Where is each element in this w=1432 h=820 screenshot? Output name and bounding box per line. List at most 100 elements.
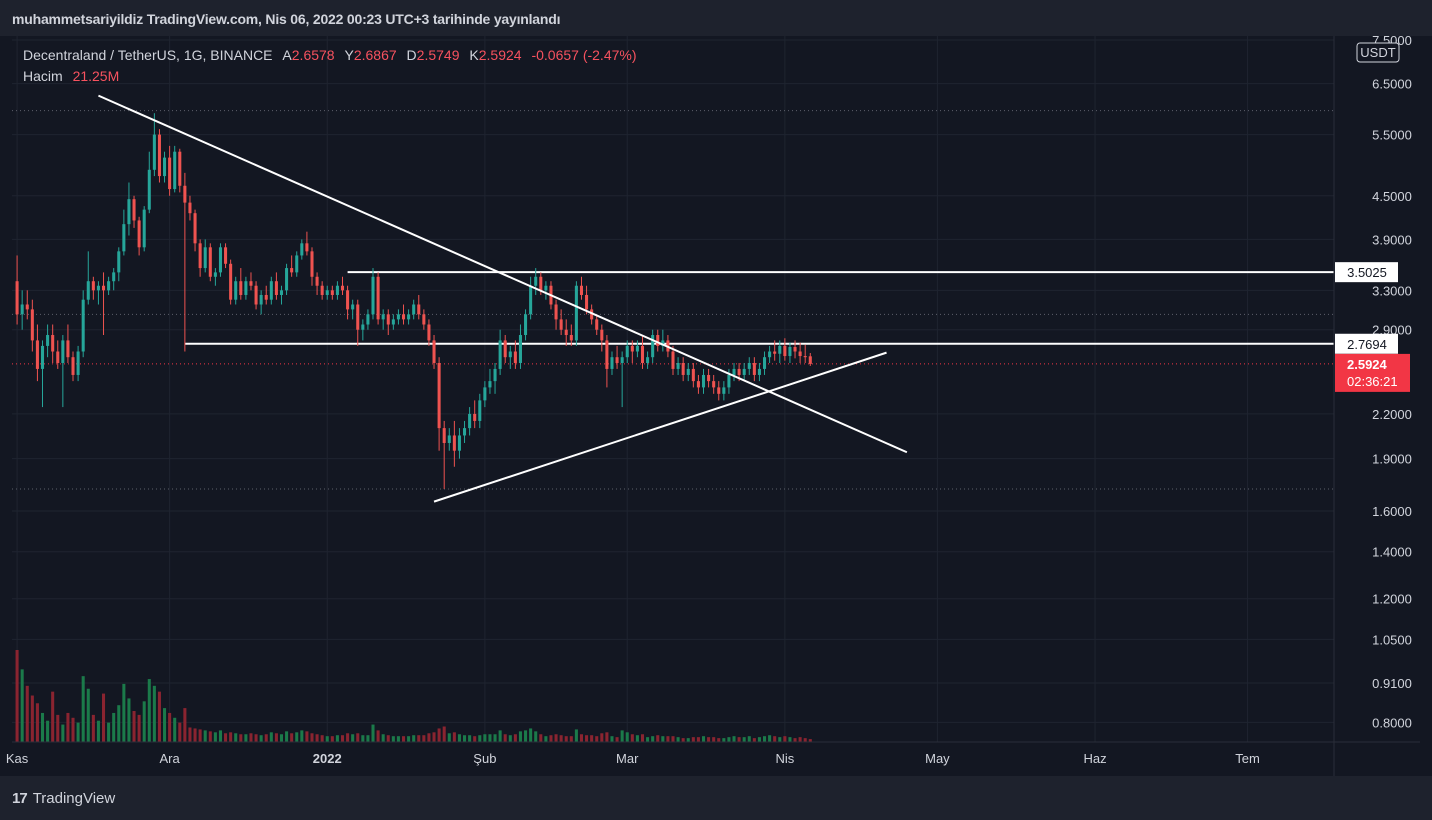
candle-body xyxy=(585,294,589,310)
trend-line[interactable] xyxy=(98,94,908,454)
candle-body xyxy=(132,199,136,221)
candle-body xyxy=(152,134,156,170)
volume-bar xyxy=(478,735,482,742)
volume-bar xyxy=(208,731,212,742)
volume-bar xyxy=(666,736,670,742)
volume-bar xyxy=(310,733,314,742)
volume-bar xyxy=(605,732,609,742)
volume-bar xyxy=(508,735,512,742)
time-tick-label: Haz xyxy=(1083,751,1106,766)
chart-area[interactable] xyxy=(12,36,1420,776)
volume-bar xyxy=(427,733,431,742)
candle-body xyxy=(463,428,467,436)
candle-body xyxy=(524,314,528,336)
candle-body xyxy=(376,276,380,320)
candle-body xyxy=(234,281,238,300)
volume-bar xyxy=(274,733,278,742)
candle-body xyxy=(35,340,39,369)
candle-body xyxy=(188,202,192,214)
countdown-label: 02:36:21 xyxy=(1347,374,1398,389)
volume-bar xyxy=(168,712,172,742)
volume-bar xyxy=(66,712,70,742)
candle-body xyxy=(518,335,522,364)
volume-bar xyxy=(391,736,395,742)
low-label: D xyxy=(406,47,417,63)
candle-body xyxy=(625,345,629,358)
trend-line[interactable] xyxy=(433,351,887,503)
candle-body xyxy=(762,357,767,369)
volume-bar xyxy=(544,736,548,742)
volume-bar xyxy=(422,735,426,742)
level-price-box xyxy=(1335,262,1398,283)
volume-bar xyxy=(229,732,233,742)
volume-bar xyxy=(498,730,502,742)
volume-bar xyxy=(727,737,731,742)
volume-bar xyxy=(717,738,721,742)
candle-body xyxy=(752,363,756,375)
volume-bar xyxy=(407,736,411,742)
last-price-label: 2.5924 xyxy=(1347,357,1388,372)
currency-badge[interactable] xyxy=(1356,42,1400,63)
candle-body xyxy=(56,351,60,364)
candle-body xyxy=(808,356,812,364)
volume-bar xyxy=(325,736,329,742)
volume-bar xyxy=(61,724,65,742)
volume-bar xyxy=(732,736,736,742)
volume-bar xyxy=(264,734,268,742)
candle-body xyxy=(691,368,695,382)
candle-body xyxy=(198,243,202,269)
candle-body xyxy=(381,314,385,320)
candle-body xyxy=(25,304,29,310)
candle-body xyxy=(391,319,395,325)
volume-bar xyxy=(600,733,604,742)
candle-body xyxy=(656,335,660,346)
price-labels: USDT 3.5025 2.7694 2.5924 02:36:21 xyxy=(1335,42,1410,392)
volume-bar xyxy=(259,735,263,742)
volume-bar xyxy=(71,717,75,742)
candle-body xyxy=(646,357,650,364)
candle-body xyxy=(295,255,299,273)
candle-body xyxy=(747,363,751,369)
volume-bar xyxy=(483,734,487,742)
volume-bar xyxy=(356,733,360,742)
volume-bar xyxy=(559,735,563,742)
price-tick-label: 5.5000 xyxy=(1372,128,1412,143)
volume-bar xyxy=(330,736,334,742)
candle-body xyxy=(71,357,75,375)
candle-body xyxy=(386,314,390,325)
volume-bar xyxy=(620,730,624,742)
volume-bar xyxy=(681,738,685,742)
candle-body xyxy=(788,347,792,357)
volume-bar xyxy=(712,737,716,742)
brand[interactable]: 17 TradingView xyxy=(12,790,115,807)
volume-bar xyxy=(285,731,289,742)
volume-bar xyxy=(376,730,380,742)
candle-body xyxy=(620,357,624,364)
volume-bar xyxy=(346,733,350,742)
volume-bar xyxy=(417,735,421,742)
candle-body xyxy=(335,285,339,295)
low-value: 2.5749 xyxy=(416,47,460,63)
volume-bar xyxy=(701,736,706,742)
volume-bar xyxy=(137,714,141,742)
candle-body xyxy=(330,290,334,295)
volume-bar xyxy=(513,734,517,742)
candle-body xyxy=(783,345,787,357)
candle-body xyxy=(417,304,421,315)
volume-bar xyxy=(386,735,390,742)
open-value: 2.6578 xyxy=(291,47,335,63)
volume-bar xyxy=(76,722,80,742)
volume-bar xyxy=(656,735,660,742)
axes: 0.8000 0.9100 1.0500 1.2000 1.4000 1.6000 1.90… xyxy=(6,33,1420,776)
price-tick-label: 3.9000 xyxy=(1372,232,1412,247)
candle-body xyxy=(361,324,365,330)
candle-body xyxy=(442,428,446,443)
volume-bar xyxy=(20,669,24,742)
volume-bar xyxy=(524,730,528,742)
volume-bar xyxy=(574,729,578,742)
candle-body xyxy=(310,251,314,277)
trend-lines[interactable] xyxy=(98,94,908,503)
volume-bar xyxy=(396,736,400,742)
candle-body xyxy=(366,314,370,325)
